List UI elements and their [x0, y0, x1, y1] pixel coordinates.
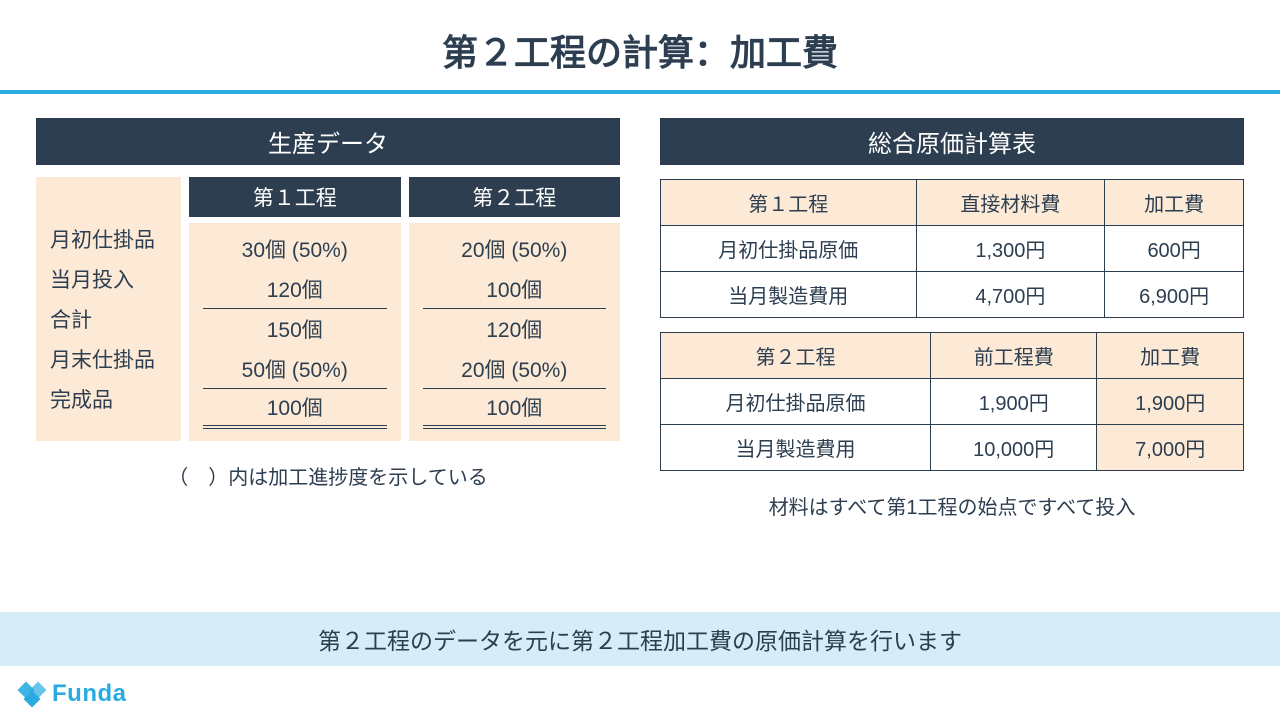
t1-r1c2: 600円: [1105, 226, 1244, 272]
bottom-message: 第２工程のデータを元に第２工程加工費の原価計算を行います: [0, 612, 1280, 666]
production-col-1: 第１工程 30個 (50%) 120個 150個 50個 (50%) 100個: [189, 177, 401, 441]
cost-table-1: 第１工程 直接材料費 加工費 月初仕掛品原価 1,300円 600円 当月製造費…: [660, 179, 1244, 318]
logo-icon: [20, 682, 46, 706]
row-label: 月末仕掛品: [50, 341, 167, 381]
content-area: 生産データ 月初仕掛品 当月投入 合計 月末仕掛品 完成品 第１工程 30個 (…: [0, 94, 1280, 520]
t1-r1c0: 月初仕掛品原価: [661, 226, 917, 272]
prod-value: 100個: [203, 389, 387, 429]
t1-h2: 加工費: [1105, 180, 1244, 226]
prod-value: 100個: [423, 389, 607, 429]
row-label: 当月投入: [50, 261, 167, 301]
cost-section: 総合原価計算表 第１工程 直接材料費 加工費 月初仕掛品原価 1,300円 60…: [660, 118, 1244, 520]
row-label: 完成品: [50, 381, 167, 421]
prod-value: 120個: [423, 309, 607, 349]
t1-r1c1: 1,300円: [916, 226, 1105, 272]
production-section: 生産データ 月初仕掛品 当月投入 合計 月末仕掛品 完成品 第１工程 30個 (…: [36, 118, 620, 520]
production-row-labels: 月初仕掛品 当月投入 合計 月末仕掛品 完成品: [36, 177, 181, 441]
page-title: 第２工程の計算：加工費: [0, 0, 1280, 90]
production-note: （ ）内は加工進捗度を示している: [36, 461, 620, 490]
prod-value: 20個 (50%): [423, 349, 607, 389]
t2-h0: 第２工程: [661, 333, 931, 379]
row-label: 合計: [50, 301, 167, 341]
col2-header: 第２工程: [409, 177, 621, 217]
logo-text: Funda: [52, 680, 127, 708]
prod-value: 100個: [423, 269, 607, 309]
cost-note: 材料はすべて第1工程の始点ですべて投入: [660, 491, 1244, 520]
production-header: 生産データ: [36, 118, 620, 165]
cost-header: 総合原価計算表: [660, 118, 1244, 165]
t2-r1c2: 1,900円: [1097, 379, 1244, 425]
prod-value: 30個 (50%): [203, 229, 387, 269]
col1-header: 第１工程: [189, 177, 401, 217]
t2-r1c0: 月初仕掛品原価: [661, 379, 931, 425]
t1-r2c1: 4,700円: [916, 272, 1105, 318]
t2-h1: 前工程費: [931, 333, 1097, 379]
prod-value: 20個 (50%): [423, 229, 607, 269]
prod-value: 50個 (50%): [203, 349, 387, 389]
prod-value: 120個: [203, 269, 387, 309]
cost-table-2: 第２工程 前工程費 加工費 月初仕掛品原価 1,900円 1,900円 当月製造…: [660, 332, 1244, 471]
t1-h1: 直接材料費: [916, 180, 1105, 226]
t1-h0: 第１工程: [661, 180, 917, 226]
t2-r2c2: 7,000円: [1097, 425, 1244, 471]
t1-r2c0: 当月製造費用: [661, 272, 917, 318]
t2-r2c1: 10,000円: [931, 425, 1097, 471]
logo: Funda: [20, 680, 127, 708]
prod-value: 150個: [203, 309, 387, 349]
t2-r1c1: 1,900円: [931, 379, 1097, 425]
t2-r2c0: 当月製造費用: [661, 425, 931, 471]
production-col-2: 第２工程 20個 (50%) 100個 120個 20個 (50%) 100個: [409, 177, 621, 441]
t2-h2: 加工費: [1097, 333, 1244, 379]
row-label: 月初仕掛品: [50, 221, 167, 261]
t1-r2c2: 6,900円: [1105, 272, 1244, 318]
